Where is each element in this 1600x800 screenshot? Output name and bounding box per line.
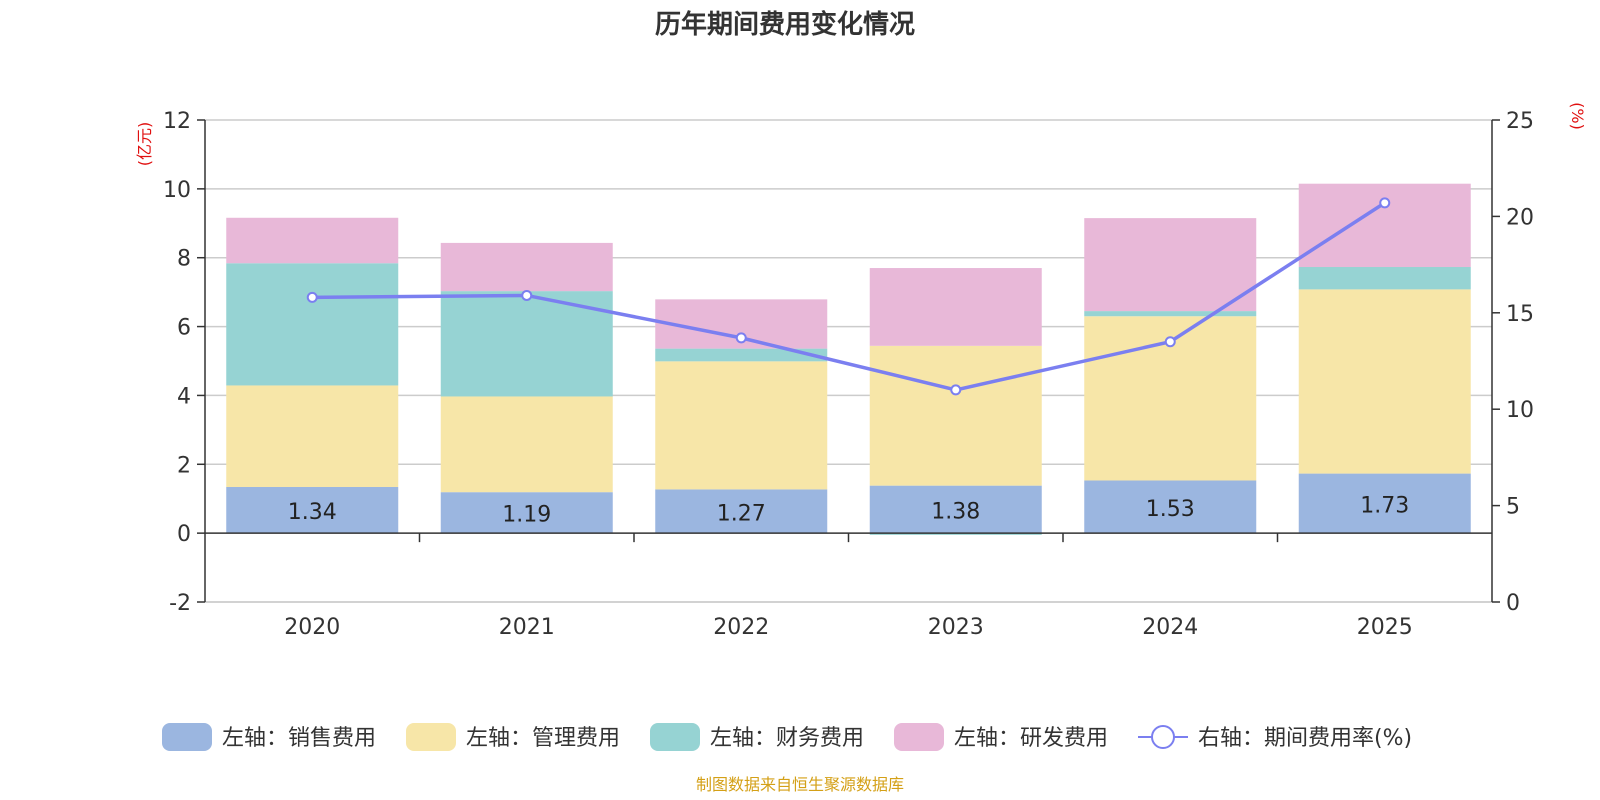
bar-segment xyxy=(655,361,828,490)
data-label: 1.27 xyxy=(717,501,766,526)
right-axis-tick-label: 5 xyxy=(1506,495,1520,520)
legend-swatch xyxy=(650,723,700,751)
right-axis-tick-label: 20 xyxy=(1506,205,1534,230)
rate-line-point xyxy=(735,332,747,344)
bar-segment xyxy=(440,242,613,292)
bars xyxy=(226,183,1471,535)
data-label: 1.53 xyxy=(1146,497,1195,522)
bar-segment xyxy=(1298,473,1471,534)
legend-label: 左轴：财务费用 xyxy=(710,726,864,751)
legend-swatch xyxy=(894,723,944,751)
bar-segment xyxy=(1298,267,1471,290)
left-axis-tick-label: 8 xyxy=(177,247,191,272)
x-axis-tick-label: 2025 xyxy=(1357,615,1413,640)
left-axis-tick-label: 2 xyxy=(177,453,191,478)
bar-segment xyxy=(440,291,613,397)
right-axis-tick-label: 15 xyxy=(1506,302,1534,327)
legend-label: 左轴：研发费用 xyxy=(954,726,1108,751)
legend-label: 左轴：管理费用 xyxy=(466,726,620,751)
x-axis-tick-label: 2023 xyxy=(928,615,984,640)
gridlines xyxy=(205,119,1492,603)
data-label: 1.34 xyxy=(288,500,337,525)
bar-segment xyxy=(226,263,399,386)
left-axis-tick-label: 12 xyxy=(163,109,191,134)
bar-segment xyxy=(1298,183,1471,268)
legend-label: 左轴：销售费用 xyxy=(222,726,376,751)
bar-segment xyxy=(1084,218,1257,312)
data-label: 1.38 xyxy=(931,499,980,524)
right-axis-tick-label: 25 xyxy=(1506,109,1534,134)
left-axis-unit: (亿元) xyxy=(135,122,154,167)
rate-line-point xyxy=(521,289,533,301)
bar-segment xyxy=(869,345,1042,486)
bar-segment xyxy=(226,385,399,488)
left-axis-tick-label: 6 xyxy=(177,316,191,341)
rate-line-point xyxy=(1379,197,1391,209)
bar-segment xyxy=(440,492,613,534)
chart-title: 历年期间费用变化情况 xyxy=(655,9,915,40)
data-label: 1.19 xyxy=(502,503,551,528)
right-axis-tick-label: 0 xyxy=(1506,591,1520,616)
bar-segment xyxy=(869,268,1042,346)
bar-segment xyxy=(226,217,399,264)
bar-segment xyxy=(1084,311,1257,317)
data-labels: 1.34 1.19 1.27 1.38 1.53 1.73 xyxy=(288,493,1409,527)
bar-segment xyxy=(655,348,828,362)
left-axis-tick-label: 4 xyxy=(177,384,191,409)
rate-line-point xyxy=(306,291,318,303)
right-axis-tick-label: 10 xyxy=(1506,398,1534,423)
bar-segment xyxy=(655,489,828,534)
bar-segment xyxy=(226,487,399,534)
legend-swatch xyxy=(406,723,456,751)
x-axis-tick-label: 2022 xyxy=(713,615,769,640)
legend: 左轴：销售费用 左轴：管理费用 左轴：财务费用 左轴：研发费用 右轴：期间费用率(%) xyxy=(162,723,1412,751)
legend-marker xyxy=(1151,725,1175,749)
right-axis-unit: (%) xyxy=(1568,102,1587,130)
bar-segment xyxy=(1084,480,1257,534)
data-label: 1.73 xyxy=(1360,493,1409,518)
rate-line-point xyxy=(1164,336,1176,348)
left-axis-tick-label: 10 xyxy=(163,178,191,203)
bar-segment xyxy=(440,396,613,493)
left-axis-tick-label: 0 xyxy=(177,522,191,547)
legend-label: 右轴：期间费用率(%) xyxy=(1198,726,1412,751)
left-axis-tick-label: -2 xyxy=(169,591,191,616)
bar-segment xyxy=(869,485,1042,534)
source-note: 制图数据来自恒生聚源数据库 xyxy=(696,775,904,794)
rate-line-point xyxy=(950,384,962,396)
bar-segment xyxy=(869,533,1042,535)
legend-swatch xyxy=(162,723,212,751)
x-axis-tick-label: 2020 xyxy=(284,615,340,640)
x-axis-tick-label: 2024 xyxy=(1142,615,1198,640)
rate-line-path xyxy=(312,201,1386,392)
bar-segment xyxy=(1298,289,1471,474)
x-axis-tick-label: 2021 xyxy=(499,615,555,640)
rate-line xyxy=(306,197,1391,396)
